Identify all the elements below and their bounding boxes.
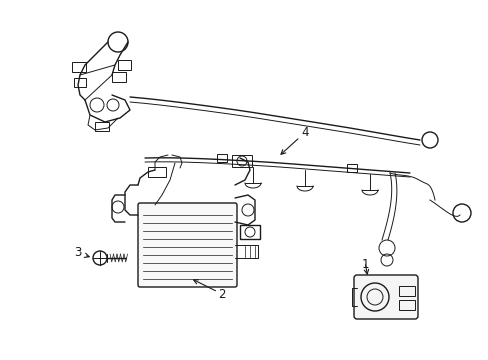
Bar <box>346 164 356 172</box>
Bar <box>240 225 260 239</box>
Bar <box>398 286 414 296</box>
Bar <box>398 300 414 310</box>
FancyBboxPatch shape <box>353 275 417 319</box>
Text: 3: 3 <box>74 247 81 260</box>
Text: 1: 1 <box>361 258 368 271</box>
Bar <box>231 155 251 167</box>
FancyBboxPatch shape <box>138 203 237 287</box>
Bar <box>148 167 165 177</box>
Bar <box>118 60 131 70</box>
Text: 2: 2 <box>218 288 225 302</box>
Bar <box>72 62 86 72</box>
Bar <box>217 154 226 162</box>
Bar <box>112 72 126 82</box>
Bar <box>74 78 86 87</box>
Bar <box>95 122 109 131</box>
Text: 4: 4 <box>301 126 308 139</box>
